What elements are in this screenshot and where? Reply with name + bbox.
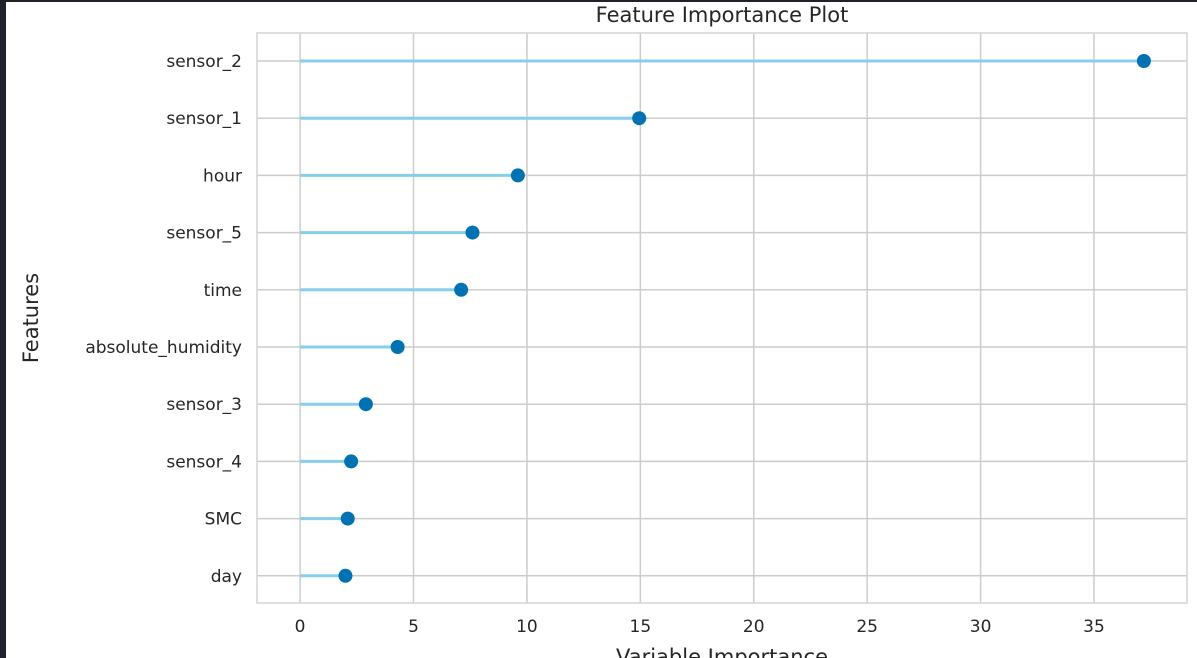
y-tick-label: absolute_humidity (85, 338, 242, 358)
plot-frame (256, 32, 1188, 604)
point-sensor_2 (1136, 54, 1151, 68)
point-sensor_3 (358, 397, 373, 412)
x-tick-label: 35 (1083, 617, 1105, 637)
window-edge-top (0, 0, 1197, 2)
x-tick-label: 20 (743, 617, 765, 637)
y-axis-title: Features (19, 273, 43, 363)
y-tick-label: sensor_4 (166, 452, 242, 472)
y-tick-label: time (204, 281, 242, 301)
y-tick-label: hour (203, 166, 242, 186)
point-absolute_humidity (390, 340, 405, 354)
point-time (454, 282, 469, 297)
y-tick-label: sensor_3 (166, 395, 242, 415)
x-tick-label: 0 (295, 617, 306, 637)
point-sensor_1 (632, 111, 647, 126)
window-edge-left (0, 0, 6, 658)
x-axis-title: Variable Importance (616, 645, 828, 658)
x-tick-label: 10 (516, 617, 538, 637)
x-tick-label: 5 (408, 617, 419, 637)
y-tick-label: SMC (205, 510, 242, 530)
point-sensor_5 (465, 225, 480, 240)
y-tick-label: sensor_5 (166, 224, 242, 244)
y-tick-label: day (211, 567, 242, 587)
chart-title: Feature Importance Plot (596, 3, 849, 27)
point-day (338, 568, 353, 583)
y-tick-label: sensor_2 (166, 52, 242, 72)
point-sensor_4 (344, 454, 359, 469)
point-SMC (340, 511, 355, 526)
marks (300, 54, 1151, 583)
x-tick-label: 15 (630, 617, 652, 637)
point-hour (510, 168, 525, 183)
x-tick-label: 30 (970, 617, 992, 637)
x-tick-label: 25 (856, 617, 878, 637)
y-tick-label: sensor_1 (166, 109, 242, 129)
